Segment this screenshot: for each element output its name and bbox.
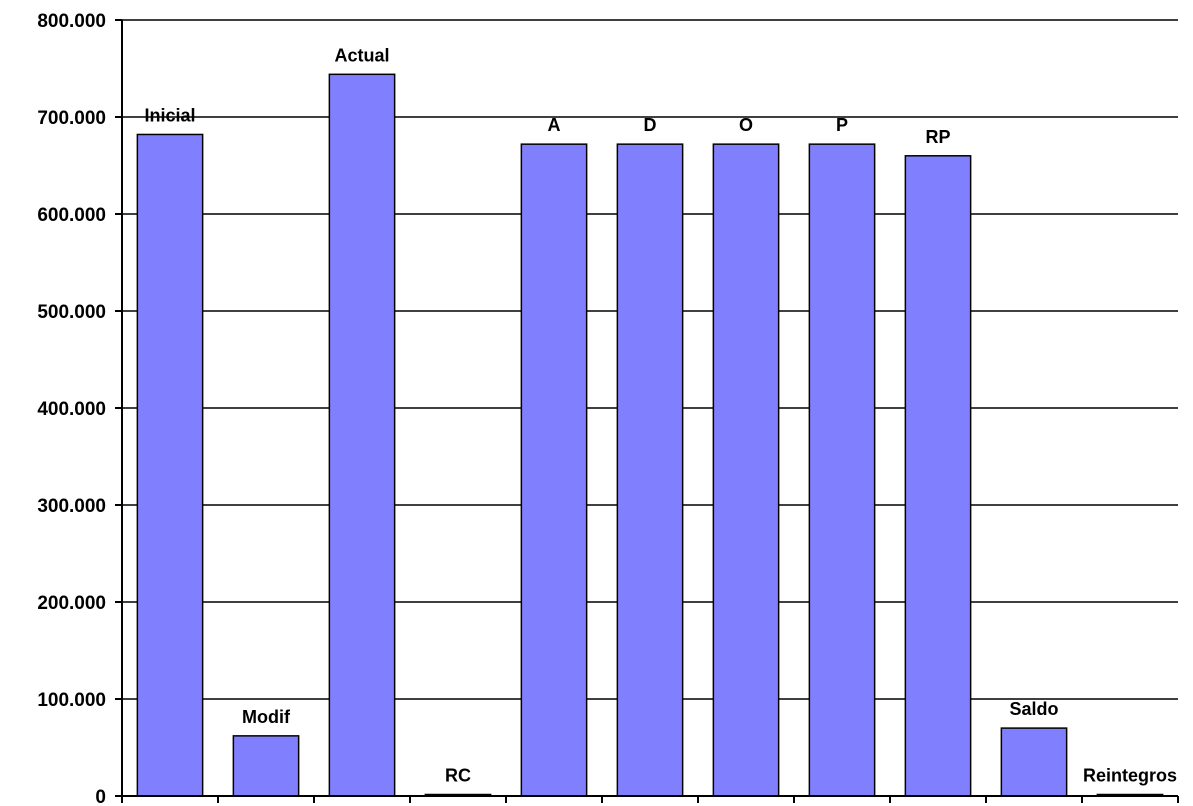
bar-p [808, 143, 876, 797]
data-label-reintegros: Reintegros [1083, 766, 1177, 786]
bar-inicial [136, 133, 204, 797]
data-label-modif: Modif [242, 707, 291, 727]
bar-saldo [1000, 727, 1068, 797]
y-tick-label: 600.000 [37, 205, 106, 226]
data-label-d: D [644, 115, 657, 135]
data-label-saldo: Saldo [1009, 699, 1058, 719]
data-label-inicial: Inicial [144, 105, 195, 125]
data-label-rc: RC [445, 766, 471, 786]
bar-rp [904, 155, 972, 797]
data-label-p: P [836, 115, 848, 135]
y-tick-label: 400.000 [37, 399, 106, 420]
y-tick-label: 800.000 [37, 11, 106, 32]
axes [115, 19, 1179, 803]
y-tick-label: 300.000 [37, 496, 106, 517]
y-tick-label: 100.000 [37, 690, 106, 711]
bar-d [616, 143, 684, 797]
bar-actual [328, 73, 396, 797]
y-tick-labels: 0 100.000 200.000 300.000 400.000 500.000 600.… [37, 11, 106, 806]
bar-modif [232, 735, 300, 797]
data-label-rp: RP [925, 127, 950, 147]
bars [136, 73, 1164, 797]
data-label-actual: Actual [334, 45, 389, 65]
y-tick-label: 200.000 [37, 593, 106, 614]
data-label-o: O [739, 115, 753, 135]
bar-a [520, 143, 588, 797]
y-tick-label: 700.000 [37, 108, 106, 129]
data-labels: Inicial Modif Actual RC A D O P RP Saldo Reintegro… [144, 45, 1177, 785]
y-tick-label: 500.000 [37, 302, 106, 323]
bar-o [712, 143, 780, 797]
data-label-a: A [548, 115, 561, 135]
y-tick-label: 0 [95, 787, 106, 806]
